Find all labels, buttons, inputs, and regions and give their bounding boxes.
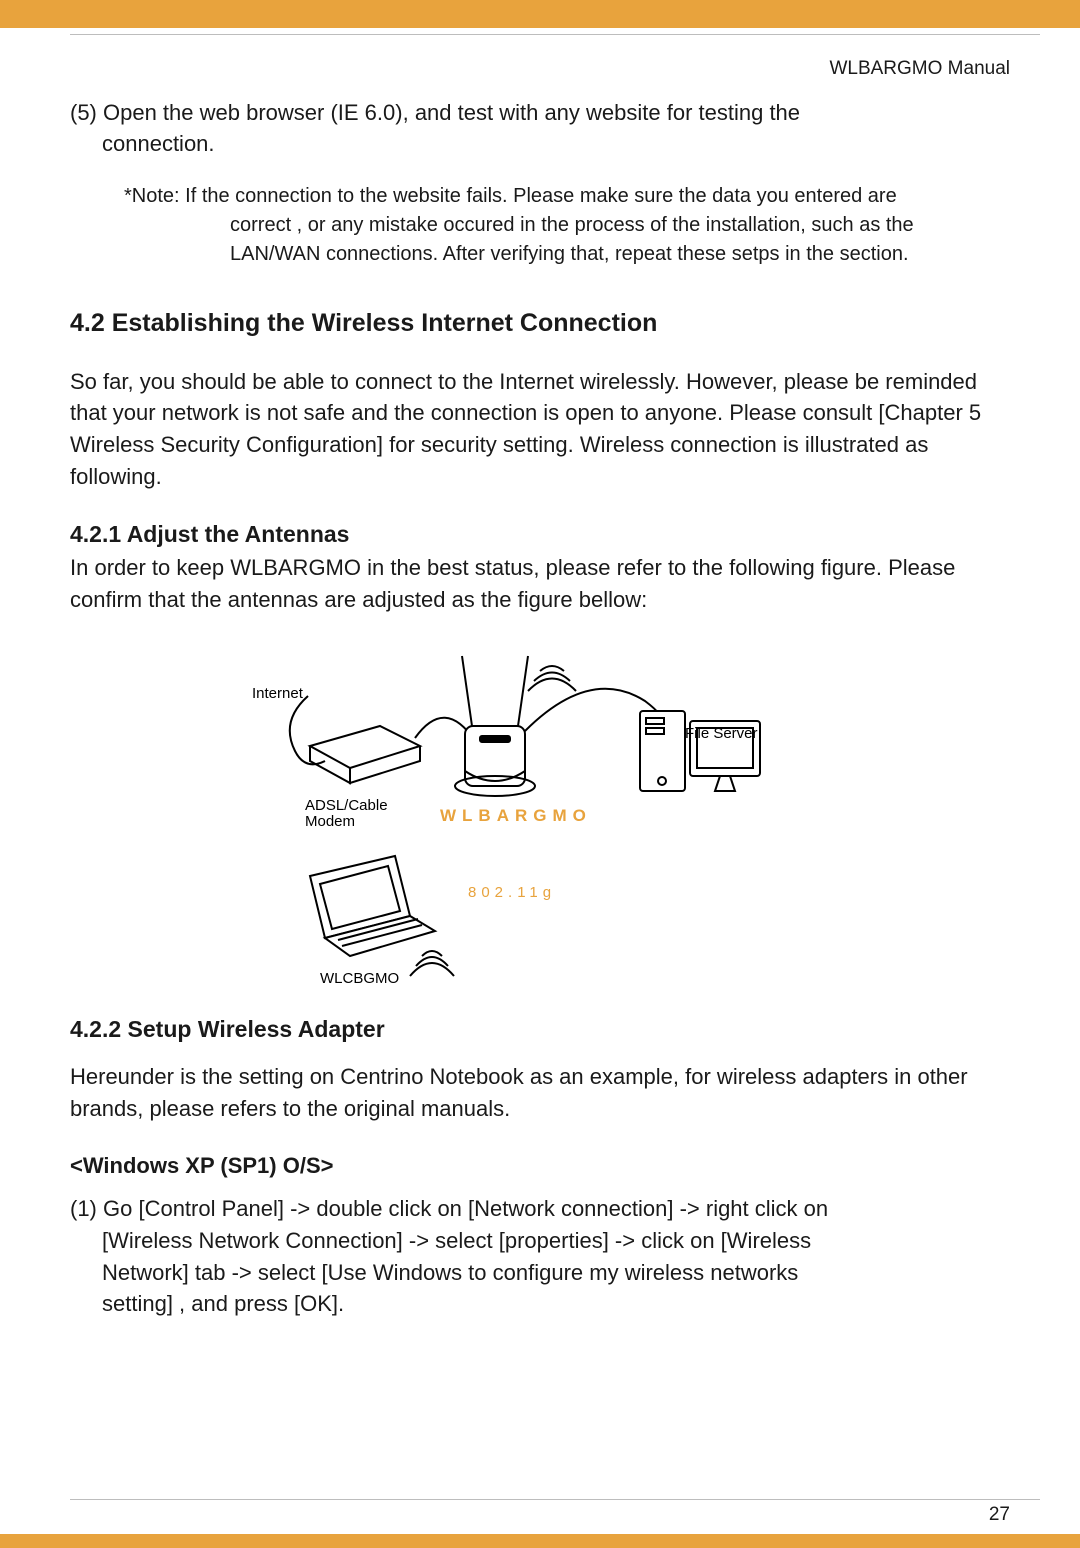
note-block: *Note: If the connection to the website … bbox=[70, 182, 1010, 269]
step-1-line3: Network] tab -> select [Use Windows to c… bbox=[70, 1257, 1010, 1289]
label-brand: WLBARGMO bbox=[440, 806, 592, 826]
label-modem-l2: Modem bbox=[305, 813, 355, 830]
note-prefix: *Note: bbox=[124, 185, 185, 207]
para-4-2-1: In order to keep WLBARGMO in the best st… bbox=[70, 552, 1010, 616]
note-line2: correct , or any mistake occured in the … bbox=[124, 211, 1010, 240]
heading-4-2: 4.2 Establishing the Wireless Internet C… bbox=[70, 309, 1010, 338]
step-5: (5) Open the web browser (IE 6.0), and t… bbox=[70, 98, 1010, 160]
page-content: WLBARGMO Manual (5) Open the web browser… bbox=[0, 28, 1080, 1340]
para-4-2-2: Hereunder is the setting on Centrino Not… bbox=[70, 1061, 1010, 1125]
heading-4-2-1: 4.2.1 Adjust the Antennas bbox=[70, 521, 1010, 548]
page-number: 27 bbox=[989, 1504, 1010, 1526]
manual-name: WLBARGMO Manual bbox=[70, 58, 1010, 80]
hairline-bottom bbox=[70, 1499, 1040, 1500]
network-diagram: Internet ADSL/Cable Modem File Server WL… bbox=[190, 626, 790, 996]
heading-4-2-2: 4.2.2 Setup Wireless Adapter bbox=[70, 1016, 1010, 1043]
label-modem: ADSL/Cable Modem bbox=[305, 798, 388, 831]
top-accent-bar bbox=[0, 0, 1080, 28]
step-5-number: (5) bbox=[70, 100, 103, 125]
step-1: (1) Go [Control Panel] -> double click o… bbox=[70, 1193, 1010, 1321]
label-protocol: 802.11g bbox=[468, 884, 556, 901]
bottom-accent-bar bbox=[0, 1534, 1080, 1548]
label-fileserver: File Server bbox=[685, 726, 758, 743]
label-internet: Internet bbox=[252, 686, 303, 703]
step-1-line4: setting] , and press [OK]. bbox=[70, 1288, 1010, 1320]
step-5-line2: connection. bbox=[70, 129, 1010, 160]
step-1-line1: Go [Control Panel] -> double click on [N… bbox=[103, 1196, 828, 1221]
note-line1: If the connection to the website fails. … bbox=[185, 185, 897, 207]
os-heading: <Windows XP (SP1) O/S> bbox=[70, 1153, 1010, 1179]
label-laptop: WLCBGMO bbox=[320, 971, 399, 988]
label-modem-l1: ADSL/Cable bbox=[305, 797, 388, 814]
para-4-2: So far, you should be able to connect to… bbox=[70, 366, 1010, 494]
step-1-number: (1) bbox=[70, 1196, 103, 1221]
step-5-line1: Open the web browser (IE 6.0), and test … bbox=[103, 100, 800, 125]
note-line3: LAN/WAN connections. After verifying tha… bbox=[124, 240, 1010, 269]
step-1-line2: [Wireless Network Connection] -> select … bbox=[70, 1225, 1010, 1257]
hairline-top bbox=[70, 34, 1040, 35]
